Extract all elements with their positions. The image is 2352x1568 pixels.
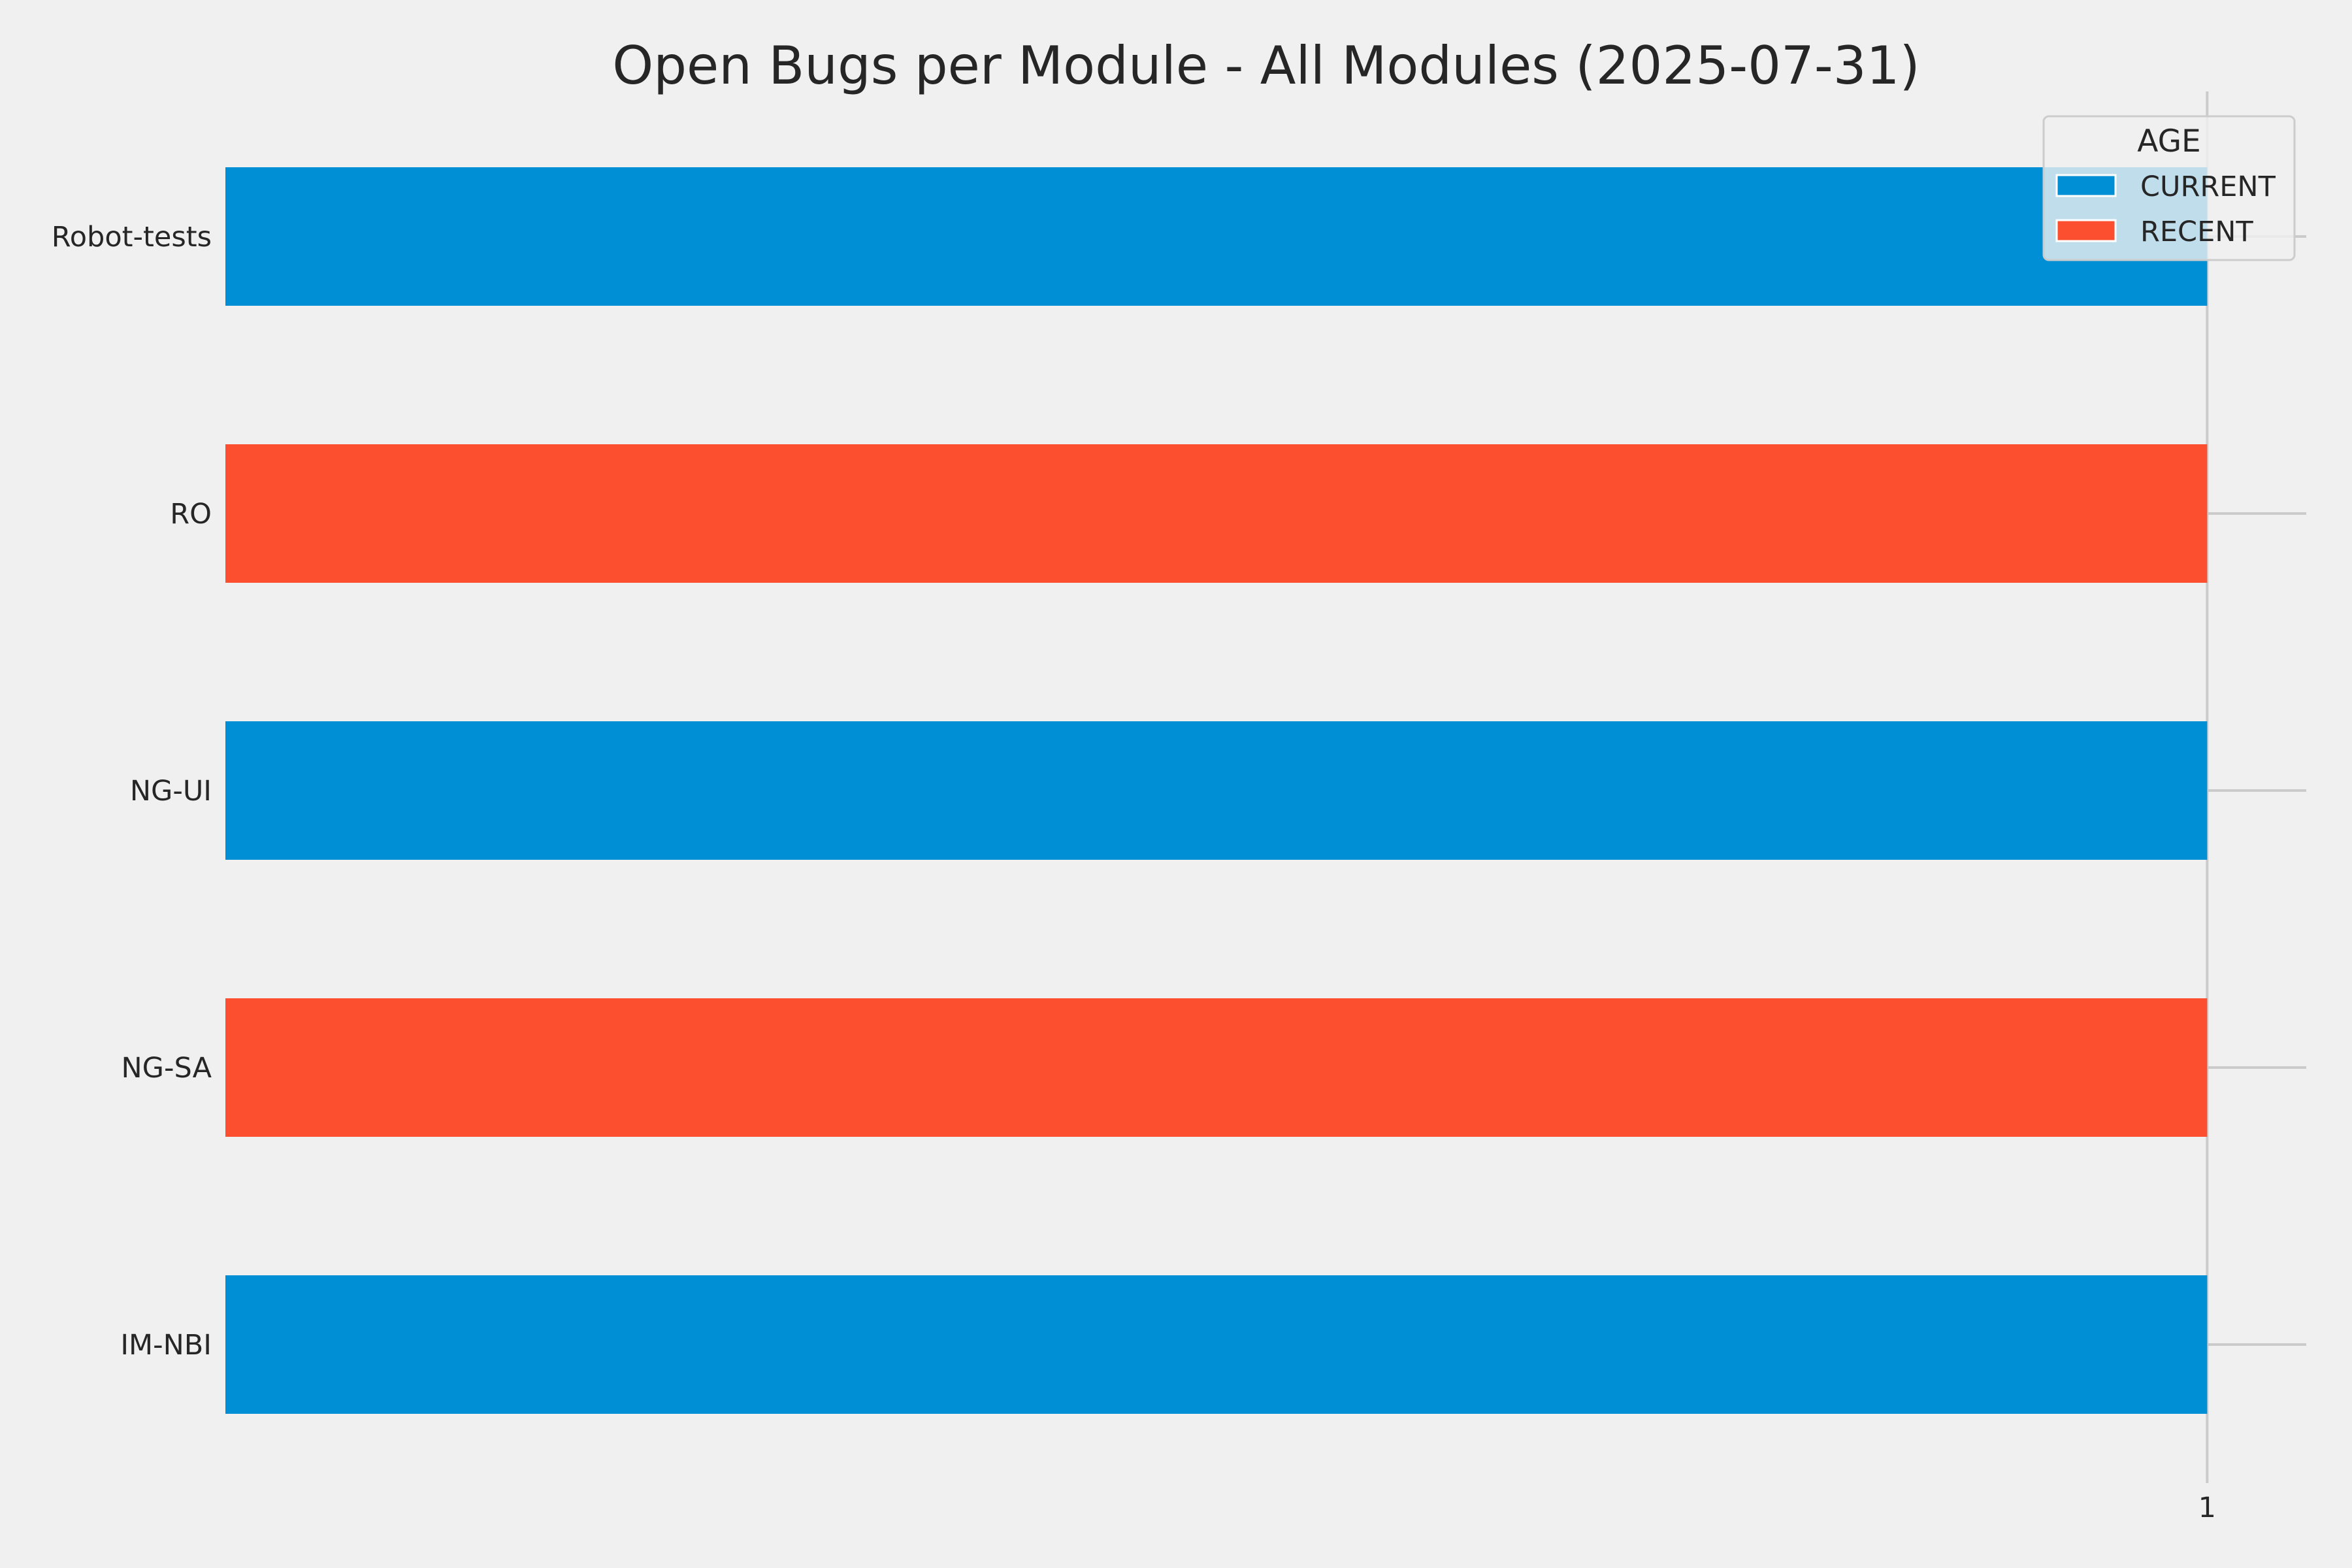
bar-ng-sa: [225, 998, 2208, 1137]
legend-label-recent: RECENT: [2140, 216, 2253, 248]
y-tick-label: NG-SA: [121, 1052, 212, 1085]
y-axis-labels: Robot-tests RO NG-UI NG-SA IM-NBI: [52, 221, 212, 1362]
legend-label-current: CURRENT: [2140, 171, 2276, 203]
bar-ro: [225, 444, 2208, 583]
y-tick-label: RO: [170, 498, 212, 531]
chart-title: Open Bugs per Module - All Modules (2025…: [612, 35, 1919, 96]
y-tick-label: NG-UI: [130, 775, 212, 808]
legend-swatch-recent: [2055, 219, 2117, 242]
y-tick-label: IM-NBI: [120, 1329, 212, 1362]
x-axis-ticks: 1: [2198, 1492, 2216, 1524]
legend-swatch-current: [2055, 174, 2117, 197]
y-tick-label: Robot-tests: [52, 221, 212, 253]
x-tick-label: 1: [2198, 1492, 2216, 1524]
legend-title: AGE: [2137, 123, 2200, 159]
bar-im-nbi: [225, 1275, 2208, 1414]
legend: AGE CURRENT RECENT: [2042, 115, 2296, 261]
bars: [225, 167, 2208, 1414]
bar-robot-tests: [225, 167, 2208, 306]
bar-ng-ui: [225, 721, 2208, 860]
